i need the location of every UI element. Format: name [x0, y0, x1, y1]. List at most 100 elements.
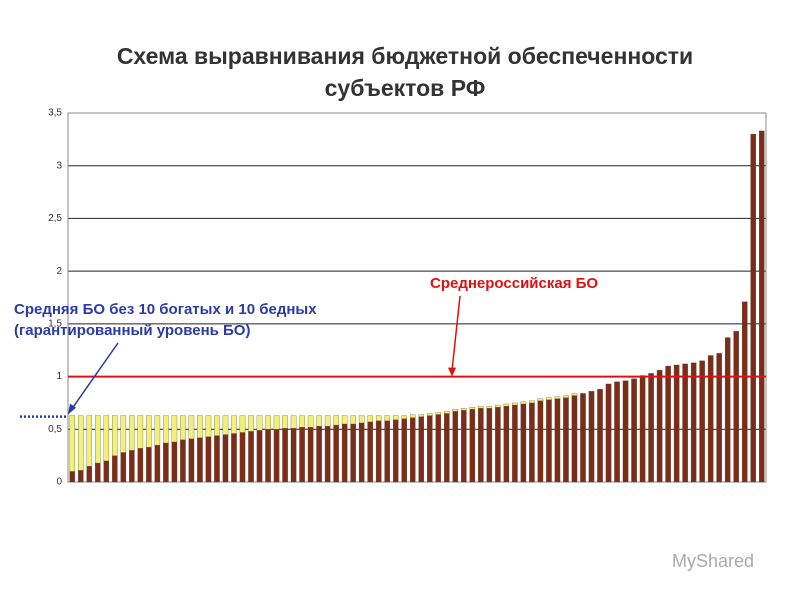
bar-segment: [367, 415, 373, 423]
bar-segment: [129, 450, 135, 483]
bar-segment: [503, 403, 510, 407]
bar-segment: [307, 415, 314, 428]
bar-segment: [324, 425, 331, 483]
bar-segment: [358, 415, 365, 424]
y-tick-label: 3,5: [48, 108, 62, 119]
y-tick-label: 2: [56, 266, 62, 277]
bar-segment: [112, 415, 118, 456]
bar-segment: [495, 404, 501, 408]
bar-segment: [316, 415, 322, 427]
bar-segment: [682, 363, 688, 483]
bar-segment: [248, 431, 254, 483]
bar-segment: [350, 415, 356, 425]
bar-segment: [444, 411, 450, 414]
bar-segment: [112, 455, 118, 483]
bar-segment: [146, 447, 152, 483]
bar-segment: [554, 396, 561, 399]
y-tick-label: 1: [56, 371, 62, 382]
bar-segment: [316, 425, 322, 483]
bar-segment: [197, 415, 203, 438]
chart-title: субъектов РФ: [325, 75, 486, 101]
bar-segment: [741, 301, 748, 483]
bar-segment: [444, 413, 450, 483]
bar-segment: [452, 411, 459, 483]
bar-segment: [648, 373, 654, 483]
bar-segment: [758, 130, 765, 483]
bar-segment: [333, 424, 339, 483]
bar-segment: [588, 391, 595, 483]
bar-segment: [478, 405, 484, 409]
bar-segment: [273, 429, 280, 483]
arrow-head: [68, 403, 76, 415]
bar-segment: [95, 462, 101, 483]
bar-segment: [520, 401, 527, 405]
annotation: Средняя БО без 10 богатых и 10 бедных: [14, 301, 317, 318]
bar-segment: [486, 408, 493, 483]
bar-segment: [529, 400, 535, 404]
bar-segment: [733, 331, 739, 483]
bar-segment: [563, 397, 569, 483]
bar-segment: [622, 380, 629, 483]
plot-frame: [67, 112, 767, 483]
annotation: (гарантированный уровень БО): [14, 322, 250, 339]
bar-segment: [537, 400, 544, 483]
y-tick-label: 0: [56, 477, 62, 488]
watermark: MyShared: [672, 551, 754, 571]
bar-segment: [478, 408, 484, 483]
bar-segment: [461, 410, 467, 483]
bar-segment: [554, 398, 561, 483]
bar-segment: [273, 415, 280, 430]
bar-segment: [86, 466, 93, 483]
bar-segment: [375, 415, 382, 422]
bar-segment: [580, 393, 586, 483]
bar-segment: [86, 415, 93, 467]
bar-segment: [103, 415, 110, 462]
bar-segment: [597, 389, 603, 483]
bar-segment: [307, 427, 314, 483]
bar-segment: [639, 375, 646, 483]
chart-title: Схема выравнивания бюджетной обеспеченно…: [117, 43, 693, 69]
bar-segment: [512, 404, 518, 483]
bar-segment: [154, 415, 161, 446]
bar-segment: [673, 364, 680, 483]
bar-segment: [435, 414, 442, 483]
bar-segment: [418, 414, 425, 417]
bar-segment: [222, 415, 229, 435]
bar-segment: [716, 353, 722, 483]
y-tick-label: 3: [56, 160, 62, 171]
bar-segment: [495, 406, 501, 483]
bar-segment: [486, 405, 493, 409]
y-tick-label: 1,5: [48, 318, 62, 329]
bar-segment: [409, 417, 416, 483]
bar-segment: [205, 415, 212, 437]
bar-segment: [78, 470, 84, 483]
bar-segment: [95, 415, 101, 464]
bar-segment: [571, 393, 578, 396]
bar-segment: [163, 442, 169, 483]
bar-segment: [512, 402, 518, 406]
bar-segment: [282, 415, 288, 429]
bar-segment: [163, 415, 169, 444]
bar-segment: [435, 412, 442, 415]
bar-segment: [265, 415, 271, 430]
bar-segment: [333, 415, 339, 426]
bar-segment: [350, 423, 356, 483]
bar-segment: [180, 439, 186, 483]
bar-segment: [256, 430, 263, 483]
bar-segment: [750, 133, 756, 483]
bar-segment: [469, 406, 476, 410]
arrow-head: [448, 367, 456, 377]
bar-segment: [188, 438, 195, 483]
bar-segment: [214, 415, 220, 436]
bar-segment: [409, 414, 416, 418]
arrow: [451, 295, 461, 371]
bar-segment: [392, 415, 399, 420]
bar-segment: [248, 415, 254, 432]
bar-segment: [724, 337, 731, 483]
bar-segment: [537, 398, 544, 401]
bar-segment: [239, 415, 246, 433]
bar-segment: [188, 415, 195, 439]
bar-segment: [103, 460, 110, 483]
bar-segment: [69, 415, 76, 472]
bar-segment: [256, 415, 263, 431]
